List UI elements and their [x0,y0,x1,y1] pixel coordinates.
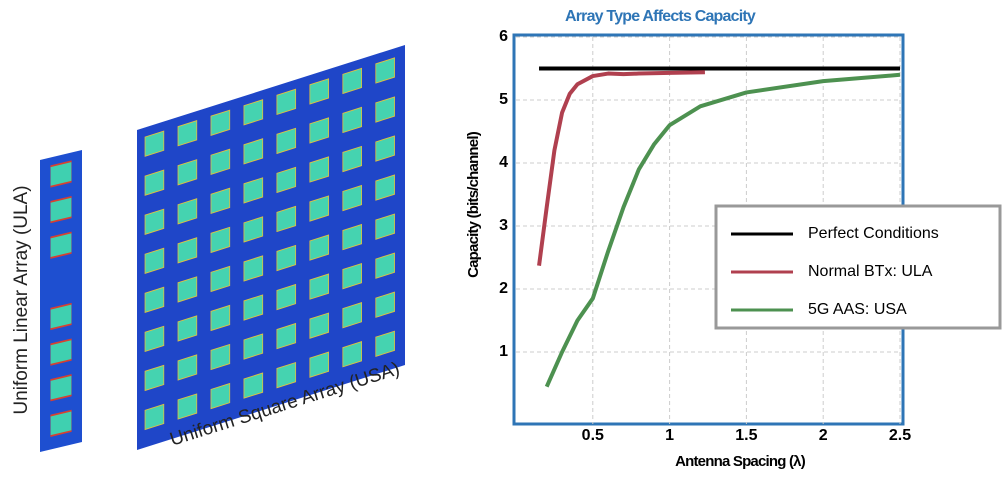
x-tick-label: 1.5 [735,427,757,444]
page: Uniform Linear Array (ULA) Uniform Squar… [0,0,1005,473]
element [51,339,72,364]
ula-label: Uniform Linear Array (ULA) [11,185,32,414]
legend-label: 5G AAS: USA [808,301,907,318]
element [51,375,72,400]
legend-label: Normal BTx: ULA [808,263,933,280]
ula-render [40,150,82,452]
y-tick-label: 4 [499,154,508,171]
element [51,161,72,186]
y-tick-label: 5 [499,91,508,108]
element [51,233,72,258]
element [51,304,72,329]
y-tick-label: 2 [499,280,508,297]
y-tick-label: 1 [499,343,508,360]
legend-label: Perfect Conditions [808,225,939,242]
element [51,411,72,436]
panel [40,150,82,452]
chart-title: Array Type Affects Capacity [565,8,756,25]
x-axis-label: Antenna Spacing (λ) [675,453,806,470]
x-tick-label: 1 [665,427,674,444]
y-tick-label: 3 [499,217,508,234]
element [51,197,72,222]
x-tick-label: 2.5 [889,427,911,444]
series-line [539,72,705,265]
y-axis-label: Capacity (bits/channel) [465,131,482,278]
y-tick-label: 6 [499,28,508,45]
x-tick-label: 2 [819,427,828,444]
x-tick-label: 0.5 [582,427,604,444]
